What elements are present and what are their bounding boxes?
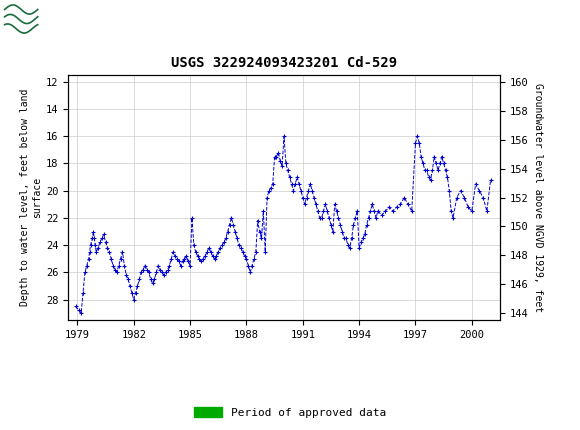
Text: USGS: USGS [44, 10, 99, 28]
Title: USGS 322924093423201 Cd-529: USGS 322924093423201 Cd-529 [171, 55, 397, 70]
Legend: Period of approved data: Period of approved data [190, 403, 390, 422]
Y-axis label: Depth to water level, feet below land
surface: Depth to water level, feet below land su… [20, 89, 42, 306]
Y-axis label: Groundwater level above NGVD 1929, feet: Groundwater level above NGVD 1929, feet [532, 83, 543, 312]
Bar [3, 2, 67, 37]
